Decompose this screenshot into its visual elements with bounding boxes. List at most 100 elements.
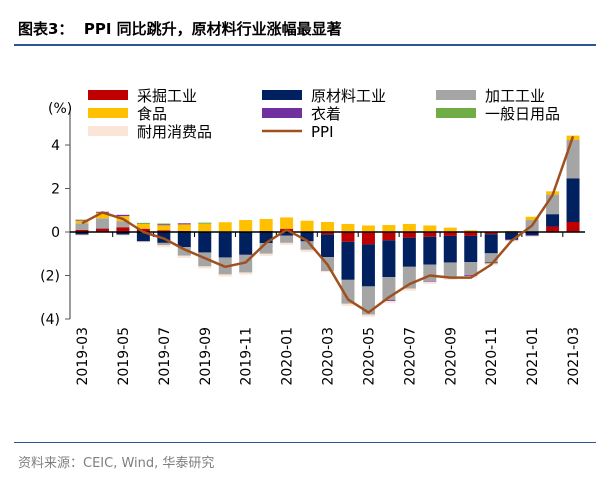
legend-label: 食品 (137, 105, 167, 123)
bar-食品-2020-01 (280, 217, 294, 229)
legend-swatch-加工工业 (436, 90, 476, 100)
bar-衣着-2021-01 (525, 235, 539, 236)
bar-加工工业-2020-10 (464, 262, 478, 276)
bar-采掘工业-2021-02 (546, 226, 560, 232)
bar-原材料工业-2020-03 (321, 234, 335, 258)
bar-食品-2020-04 (341, 223, 355, 232)
bar-衣着-2020-10 (464, 275, 478, 276)
bar-耐用消费品-2021-01 (525, 235, 539, 238)
ppi-line (81, 135, 575, 314)
bar-原材料工业-2019-11 (239, 232, 253, 255)
legend-swatch-耐用消费品 (88, 126, 128, 136)
bar-耐用消费品-2019-10 (218, 274, 232, 277)
bar-原材料工业-2020-09 (443, 235, 457, 263)
bar-原材料工业-2020-07 (402, 237, 416, 267)
bar-衣着-2019-05 (116, 214, 130, 217)
bar-耐用消费品-2019-06 (136, 241, 150, 243)
bar-一般日用品-2019-09 (198, 222, 212, 224)
bar-原材料工业-2019-10 (218, 232, 232, 258)
bar-耐用消费品-2020-07 (402, 288, 416, 291)
bar-采掘工业-2019-05 (116, 227, 130, 232)
legend-label: 衣着 (311, 105, 341, 123)
bar-加工工业-2020-02 (300, 241, 314, 250)
bar-食品-2021-01 (525, 216, 539, 221)
legend-label: 采掘工业 (137, 87, 197, 105)
x-tick-label: 2019-03 (75, 327, 91, 386)
bar-衣着-2020-11 (484, 262, 498, 263)
bar-采掘工业-2020-09 (443, 232, 457, 236)
bar-食品-2019-09 (198, 223, 212, 232)
bar-食品-2019-08 (177, 224, 191, 231)
bar-耐用消费品-2020-02 (300, 249, 314, 253)
bar-采掘工业-2020-11 (484, 232, 498, 235)
bar-食品-2020-10 (464, 230, 478, 232)
bar-原材料工业-2020-01 (280, 232, 294, 236)
legend-swatch-食品 (88, 108, 128, 118)
bar-一般日用品-2019-07 (157, 223, 171, 225)
bar-原材料工业-2019-05 (116, 232, 130, 235)
legend-label: PPI (311, 123, 334, 141)
x-tick-label: 2020-01 (280, 327, 296, 386)
bar-原材料工业-2020-02 (300, 232, 314, 242)
bar-衣着-2020-08 (423, 281, 437, 282)
bar-原材料工业-2021-02 (546, 214, 560, 227)
bar-耐用消费品-2020-06 (382, 300, 396, 304)
bar-原材料工业-2019-12 (259, 232, 273, 244)
bar-食品-2019-10 (218, 222, 232, 232)
bar-衣着-2019-03 (75, 220, 89, 221)
bar-原材料工业-2019-03 (75, 232, 89, 235)
bar-耐用消费品-2020-01 (280, 242, 294, 246)
x-tick-label: 2019-07 (157, 327, 173, 386)
bar-加工工业-2020-05 (361, 286, 375, 315)
bar-加工工业-2020-01 (280, 235, 294, 243)
bar-一般日用品-2019-06 (136, 222, 150, 224)
bar-耐用消费品-2019-11 (239, 272, 253, 275)
bar-采掘工业-2020-04 (341, 232, 355, 242)
y-axis-label: (%) (48, 101, 72, 117)
bar-耐用消费品-2019-07 (157, 245, 171, 248)
legend-label: 加工工业 (485, 87, 545, 105)
bar-原材料工业-2021-01 (525, 232, 539, 236)
bar-食品-2019-06 (136, 223, 150, 229)
bar-加工工业-2021-02 (546, 194, 560, 215)
bar-食品-2020-05 (361, 225, 375, 232)
x-tick-label: 2020-11 (484, 327, 500, 386)
bar-耐用消费品-2019-05 (116, 234, 130, 236)
x-tick-label: 2021-03 (566, 327, 582, 386)
bar-加工工业-2019-08 (177, 247, 191, 256)
bar-采掘工业-2020-03 (321, 232, 335, 235)
chart-title: 图表3： PPI 同比跳升，原材料行业涨幅最显著 (18, 20, 342, 38)
bar-采掘工业-2019-04 (95, 228, 109, 232)
title-divider (14, 44, 596, 46)
bar-食品-2020-06 (382, 225, 396, 232)
bar-采掘工业-2020-08 (423, 232, 437, 237)
bar-采掘工业-2019-07 (157, 230, 171, 232)
bar-加工工业-2019-05 (116, 221, 130, 228)
y-tick-label: 0 (51, 225, 60, 241)
x-tick-label: 2020-09 (443, 327, 459, 386)
bar-采掘工业-2019-03 (75, 229, 89, 232)
bar-加工工业-2021-03 (566, 139, 580, 179)
bar-原材料工业-2020-08 (423, 236, 437, 265)
bar-采掘工业-2020-07 (402, 232, 416, 238)
legend-label: 一般日用品 (485, 105, 560, 123)
bar-食品-2019-11 (239, 220, 253, 232)
bar-耐用消费品-2020-03 (321, 271, 335, 273)
bar-加工工业-2019-03 (75, 223, 89, 230)
source-divider (14, 442, 596, 443)
x-tick-label: 2020-07 (402, 327, 418, 386)
bar-加工工业-2019-04 (95, 218, 109, 229)
bar-食品-2020-03 (321, 221, 335, 232)
bar-耐用消费品-2020-04 (341, 303, 355, 306)
legend-swatch-衣着 (262, 108, 302, 118)
bar-原材料工业-2020-04 (341, 241, 355, 280)
legend-label: 原材料工业 (311, 87, 386, 105)
bar-加工工业-2020-04 (341, 279, 355, 304)
bar-耐用消费品-2019-09 (198, 266, 212, 269)
x-tick-label: 2019-11 (239, 327, 255, 386)
bar-原材料工业-2019-08 (177, 232, 191, 248)
bar-食品-2020-02 (300, 220, 314, 232)
bar-耐用消费品-2020-08 (423, 281, 437, 284)
bar-食品-2020-09 (443, 227, 457, 232)
y-tick-label: (2) (40, 269, 60, 285)
